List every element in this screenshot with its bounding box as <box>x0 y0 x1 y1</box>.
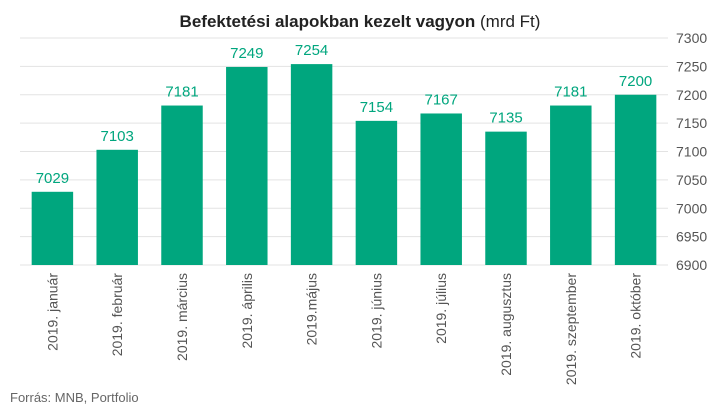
bar <box>96 149 138 265</box>
bar <box>550 105 592 265</box>
y-tick-label: 7000 <box>676 200 707 216</box>
x-tick-label: 2019. június <box>368 273 384 349</box>
data-label: 7167 <box>425 91 458 108</box>
chart-title-main: Befektetési alapokban kezelt vagyon <box>179 12 476 31</box>
bar <box>614 94 657 265</box>
data-labels: 7029 7103 7181 7249 7254 7154 7167 7135 7181 7200 <box>36 42 653 187</box>
y-axis-ticks: 6900 6950 7000 7050 7100 7150 7200 7250 7300 <box>676 30 707 273</box>
data-label: 7181 <box>554 84 587 101</box>
y-tick-label: 6950 <box>676 229 707 245</box>
x-tick-label: 2019. február <box>109 273 125 357</box>
data-label: 7103 <box>101 128 134 145</box>
bar <box>31 191 74 265</box>
x-tick-label: 2019. január <box>44 273 60 351</box>
x-tick-label: 2019. október <box>628 273 644 359</box>
data-label: 7154 <box>360 99 393 116</box>
y-tick-label: 7100 <box>676 144 707 160</box>
chart-title: Befektetési alapokban kezelt vagyon (mrd… <box>0 12 720 32</box>
x-tick-label: 2019. március <box>174 273 190 361</box>
data-label: 7249 <box>230 45 263 62</box>
x-tick-label: 2019. április <box>239 273 255 349</box>
y-tick-label: 7050 <box>676 172 707 188</box>
y-tick-label: 7200 <box>676 87 707 103</box>
data-label: 7181 <box>165 84 198 101</box>
y-tick-label: 7250 <box>676 58 707 74</box>
chart-title-unit: (mrd Ft) <box>480 12 541 31</box>
data-label: 7200 <box>619 73 652 90</box>
x-tick-label: 2019. augusztus <box>498 273 514 376</box>
bar <box>161 105 203 265</box>
x-axis-ticks: 2019. január 2019. február 2019. március 20… <box>44 273 643 385</box>
source-note: Forrás: MNB, Portfolio <box>10 390 139 405</box>
x-tick-label: 2019. július <box>433 273 449 344</box>
y-tick-label: 7150 <box>676 115 707 131</box>
x-tick-label: 2019. szeptember <box>563 273 579 385</box>
data-label: 7029 <box>36 170 69 187</box>
bars <box>31 64 657 265</box>
bar <box>355 120 398 265</box>
data-label: 7254 <box>295 42 328 59</box>
bar <box>420 113 462 265</box>
y-tick-label: 7300 <box>676 30 707 46</box>
bar <box>226 66 268 265</box>
data-label: 7135 <box>489 110 522 127</box>
y-tick-label: 6900 <box>676 257 707 273</box>
bar <box>290 64 333 265</box>
x-tick-label: 2019.május <box>304 273 320 345</box>
bar <box>485 131 527 265</box>
